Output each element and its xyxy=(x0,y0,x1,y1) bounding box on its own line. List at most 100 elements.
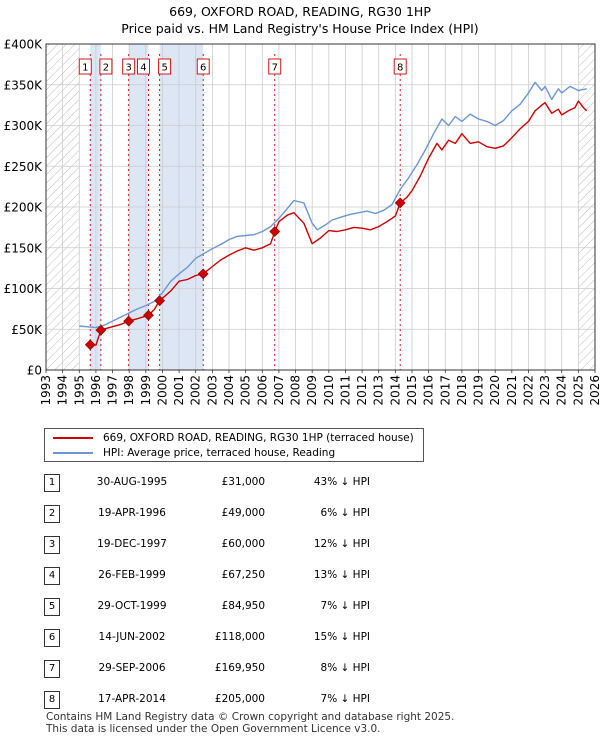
sale-badge-box xyxy=(268,58,282,75)
x-tick-label: 2026 xyxy=(588,375,600,406)
sale-hpi-diff: 13% ↓ HPI xyxy=(313,569,370,581)
sale-date: 19-APR-1996 xyxy=(98,507,166,519)
sale-badge-box xyxy=(122,58,136,75)
sale-marker xyxy=(394,197,406,209)
sale-badge: 7 xyxy=(44,660,60,678)
sale-marker xyxy=(123,315,135,327)
sale-badge-marker: 6 xyxy=(196,58,210,75)
y-tick-label: £150K xyxy=(4,241,44,255)
sale-badge-number: 2 xyxy=(103,63,109,74)
hpi-line xyxy=(79,81,587,329)
sale-badge-box xyxy=(99,58,113,75)
legend-hpi-label: HPI: Average price, terraced house, Read… xyxy=(103,447,336,459)
sale-price: £60,000 xyxy=(221,538,265,550)
footer: Contains HM Land Registry data © Crown c… xyxy=(46,711,454,735)
x-tick-label: 2025 xyxy=(571,375,585,406)
y-tick-label: £200K xyxy=(4,201,44,215)
x-tick-label: 1998 xyxy=(122,375,136,406)
x-tick-label: 1994 xyxy=(56,375,70,406)
sale-badge-number: 1 xyxy=(82,63,88,74)
price-paid-line xyxy=(90,100,588,346)
sale-row: 8 17-APR-2014 £205,000 7% ↓ HPI xyxy=(44,691,564,711)
x-tick-label: 2008 xyxy=(289,375,303,406)
legend-item-hpi: HPI: Average price, terraced house, Read… xyxy=(53,446,335,460)
x-tick-label: 2023 xyxy=(538,375,552,406)
x-tick-label: 1997 xyxy=(106,375,120,406)
sale-badge-box xyxy=(158,58,172,75)
chart-legend: 669, OXFORD ROAD, READING, RG30 1HP (ter… xyxy=(44,428,424,462)
x-tick-label: 2019 xyxy=(472,375,486,406)
sale-hpi-diff: 15% ↓ HPI xyxy=(313,631,370,643)
x-tick-label: 2000 xyxy=(155,375,169,406)
sale-hpi-diff: 7% ↓ HPI xyxy=(320,600,370,612)
sale-badge-marker: 1 xyxy=(78,58,92,75)
x-tick-label: 2016 xyxy=(422,375,436,406)
sale-badge-marker: 8 xyxy=(393,58,407,75)
sale-badge: 5 xyxy=(44,598,60,616)
sale-row: 6 14-JUN-2002 £118,000 15% ↓ HPI xyxy=(44,629,564,649)
legend-price-swatch xyxy=(53,437,93,439)
x-tick-label: 2001 xyxy=(172,375,186,406)
y-tick-label: £250K xyxy=(4,160,44,174)
sale-row: 7 29-SEP-2006 £169,950 8% ↓ HPI xyxy=(44,660,564,680)
sale-hpi-diff: 8% ↓ HPI xyxy=(320,662,370,674)
x-tick-label: 2015 xyxy=(405,375,419,406)
sale-badge-number: 7 xyxy=(272,63,278,74)
sale-marker xyxy=(197,268,209,280)
sale-row: 1 30-AUG-1995 £31,000 43% ↓ HPI xyxy=(44,474,564,494)
sale-badge-marker: 3 xyxy=(122,58,136,75)
sale-badge: 4 xyxy=(44,567,60,585)
x-tick-label: 2011 xyxy=(338,375,352,406)
sale-hpi-diff: 6% ↓ HPI xyxy=(320,507,370,519)
sale-badge-box xyxy=(393,58,407,75)
x-tick-label: 1999 xyxy=(139,375,153,406)
footer-licence: This data is licensed under the Open Gov… xyxy=(46,723,381,735)
x-tick-label: 2018 xyxy=(455,375,469,406)
sale-price: £169,950 xyxy=(214,662,265,674)
x-tick-label: 2022 xyxy=(521,375,535,406)
x-tick-label: 2014 xyxy=(388,375,402,406)
sale-marker xyxy=(269,226,281,237)
x-tick-label: 2020 xyxy=(488,375,502,406)
sale-row: 2 19-APR-1996 £49,000 6% ↓ HPI xyxy=(44,505,564,525)
y-tick-label: £300K xyxy=(4,119,44,133)
sale-badge-number: 3 xyxy=(125,63,131,74)
sale-badge-marker: 2 xyxy=(99,58,113,75)
sale-marker xyxy=(95,324,107,336)
x-tick-label: 2007 xyxy=(272,375,286,406)
sale-badge-number: 8 xyxy=(397,63,403,74)
sale-row: 4 26-FEB-1999 £67,250 13% ↓ HPI xyxy=(44,567,564,587)
sale-row: 5 29-OCT-1999 £84,950 7% ↓ HPI xyxy=(44,598,564,618)
sale-badge-number: 6 xyxy=(200,63,206,74)
x-tick-label: 2005 xyxy=(239,375,253,406)
y-tick-label: £50K xyxy=(11,323,43,337)
sale-badge-box xyxy=(196,58,210,75)
sale-badge-marker: 7 xyxy=(268,58,282,75)
sale-badge: 8 xyxy=(44,691,60,709)
legend-item-price: 669, OXFORD ROAD, READING, RG30 1HP (ter… xyxy=(53,431,414,445)
sale-price: £205,000 xyxy=(214,693,265,705)
sale-price: £49,000 xyxy=(221,507,265,519)
sale-badge-box xyxy=(78,58,92,75)
sale-date: 19-DEC-1997 xyxy=(97,538,167,550)
footer-copyright: Contains HM Land Registry data © Crown c… xyxy=(46,711,455,723)
sale-marker xyxy=(143,309,154,321)
sale-date: 29-OCT-1999 xyxy=(97,600,167,612)
sale-row: 3 19-DEC-1997 £60,000 12% ↓ HPI xyxy=(44,536,564,556)
sale-badge-number: 4 xyxy=(140,63,146,74)
sale-marker xyxy=(154,295,166,307)
x-tick-label: 2021 xyxy=(505,375,519,406)
x-tick-label: 1995 xyxy=(72,375,86,406)
sale-badge: 3 xyxy=(44,536,60,554)
y-tick-label: £350K xyxy=(4,78,44,92)
x-tick-label: 2003 xyxy=(205,375,219,406)
y-tick-label: £400K xyxy=(4,38,44,52)
sale-date: 17-APR-2014 xyxy=(98,693,166,705)
chart-subtitle: Price paid vs. HM Land Registry's House … xyxy=(121,21,479,36)
sale-badge-marker: 4 xyxy=(137,58,150,75)
x-tick-label: 2013 xyxy=(372,375,386,406)
legend-price-label: 669, OXFORD ROAD, READING, RG30 1HP (ter… xyxy=(103,432,414,444)
sale-hpi-diff: 12% ↓ HPI xyxy=(313,538,370,550)
legend-hpi-swatch xyxy=(53,452,93,454)
